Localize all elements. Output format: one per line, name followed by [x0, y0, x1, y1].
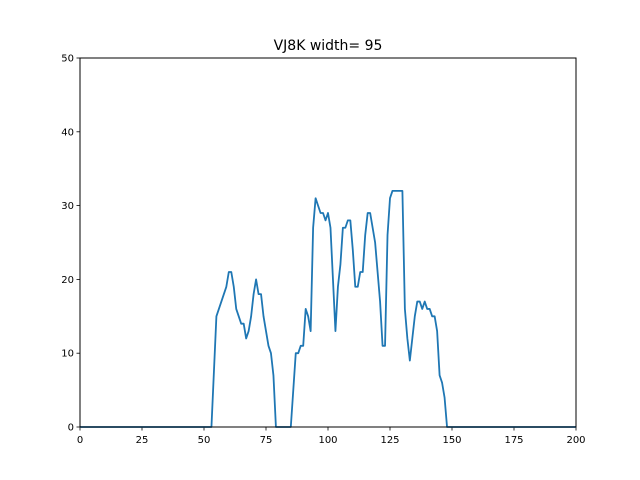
x-tick-label: 75: [260, 435, 273, 446]
series-group: [80, 189, 576, 428]
chart-title: VJ8K width= 95: [274, 38, 383, 54]
y-tick-label: 10: [61, 349, 74, 360]
x-tick-label: 50: [198, 435, 211, 446]
x-tick-label: 0: [77, 435, 83, 446]
y-tick-label: 0: [68, 423, 74, 434]
plot-frame: [79, 57, 577, 428]
y-tick-label: 40: [61, 127, 74, 138]
x-tick-label: 125: [380, 435, 399, 446]
x-tick-label: 175: [504, 435, 523, 446]
series-line: [80, 189, 576, 428]
x-tick-label: 25: [136, 435, 149, 446]
x-axis: 0 25 50 75 100 125 150 175 200: [77, 427, 586, 446]
y-tick-label: 30: [61, 201, 74, 212]
x-tick-label: 200: [566, 435, 585, 446]
y-tick-label: 50: [61, 54, 74, 65]
x-tick-label: 150: [442, 435, 461, 446]
y-tick-label: 20: [61, 275, 74, 286]
y-axis: 0 10 20 30 40 50: [61, 54, 80, 434]
x-tick-label: 100: [318, 435, 337, 446]
